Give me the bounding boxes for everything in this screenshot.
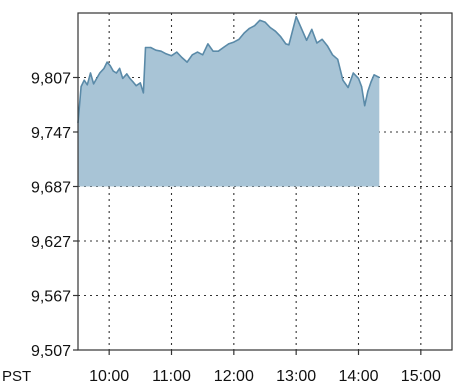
data-point xyxy=(109,65,111,67)
data-point xyxy=(142,92,144,94)
data-point xyxy=(361,86,363,88)
data-point xyxy=(352,72,354,74)
data-point xyxy=(316,42,318,44)
data-point xyxy=(165,53,167,55)
data-point xyxy=(80,86,82,88)
data-point xyxy=(207,43,209,45)
data-point xyxy=(93,83,95,85)
data-point xyxy=(254,25,256,27)
data-point xyxy=(144,46,147,49)
timezone-label: PST xyxy=(2,368,31,385)
data-point xyxy=(337,58,339,60)
data-point xyxy=(274,30,276,32)
data-point xyxy=(186,61,188,63)
data-point xyxy=(342,79,344,81)
data-point xyxy=(326,45,328,47)
data-point xyxy=(347,86,349,89)
data-point xyxy=(306,39,308,41)
data-point xyxy=(288,44,290,46)
y-tick-label: 9,627 xyxy=(31,234,71,251)
data-point xyxy=(99,72,101,74)
data-point xyxy=(202,54,204,56)
y-axis: 9,507 9,567 9,627 9,687 9,747 9,807 xyxy=(31,70,78,360)
y-tick-label: 9,687 xyxy=(31,179,71,196)
data-point xyxy=(181,56,183,59)
data-point xyxy=(378,76,380,79)
data-point xyxy=(112,70,114,72)
x-tick-label: 11:00 xyxy=(152,368,191,385)
x-tick-label: 15:00 xyxy=(401,368,441,385)
data-point xyxy=(331,54,334,56)
data-point xyxy=(285,43,287,45)
data-point xyxy=(280,36,282,38)
data-point xyxy=(367,90,369,92)
data-point xyxy=(126,73,128,75)
data-point xyxy=(96,77,98,79)
data-point xyxy=(321,38,323,40)
data-point xyxy=(357,77,360,79)
x-tick-label: 12:00 xyxy=(214,368,254,385)
x-tick-label: 13:00 xyxy=(276,368,316,385)
data-point xyxy=(228,43,230,45)
data-point xyxy=(160,50,162,52)
data-point xyxy=(238,38,240,40)
data-point xyxy=(176,51,178,53)
area-fill xyxy=(78,16,380,187)
data-point xyxy=(212,50,214,52)
data-point xyxy=(129,77,131,79)
data-point xyxy=(248,27,250,29)
data-point xyxy=(122,77,124,79)
x-tick-label: 10:00 xyxy=(89,368,129,385)
y-tick-label: 9,807 xyxy=(31,70,71,87)
data-point xyxy=(370,81,372,83)
area-series xyxy=(77,15,380,187)
data-point xyxy=(106,61,108,63)
data-point xyxy=(259,19,261,21)
data-point xyxy=(132,81,134,83)
data-point xyxy=(264,21,266,23)
y-tick-label: 9,567 xyxy=(31,288,71,305)
x-axis: 10:00 11:00 12:00 13:00 14:00 15:00 xyxy=(89,350,441,385)
data-point xyxy=(135,85,137,87)
data-point xyxy=(222,46,224,49)
data-point xyxy=(115,72,117,74)
data-point xyxy=(83,79,85,81)
data-point xyxy=(233,41,235,43)
data-point xyxy=(364,105,366,107)
data-point xyxy=(269,26,271,29)
x-tick-label: 14:00 xyxy=(338,368,378,385)
y-tick-label: 9,507 xyxy=(31,343,71,360)
data-point xyxy=(89,72,92,74)
data-point xyxy=(170,55,173,57)
data-point xyxy=(155,49,157,51)
data-point xyxy=(191,54,193,56)
data-point xyxy=(295,16,297,18)
data-point xyxy=(139,82,141,84)
data-point xyxy=(243,32,245,34)
data-point xyxy=(119,67,121,69)
data-point xyxy=(373,74,375,76)
plot-frame xyxy=(77,12,453,351)
data-point xyxy=(103,67,105,69)
data-point xyxy=(300,27,302,29)
y-tick-label: 9,747 xyxy=(31,125,71,142)
data-point xyxy=(217,50,219,52)
data-point xyxy=(86,84,88,86)
data-point xyxy=(196,51,199,53)
data-point xyxy=(150,46,152,49)
data-point xyxy=(311,28,313,30)
